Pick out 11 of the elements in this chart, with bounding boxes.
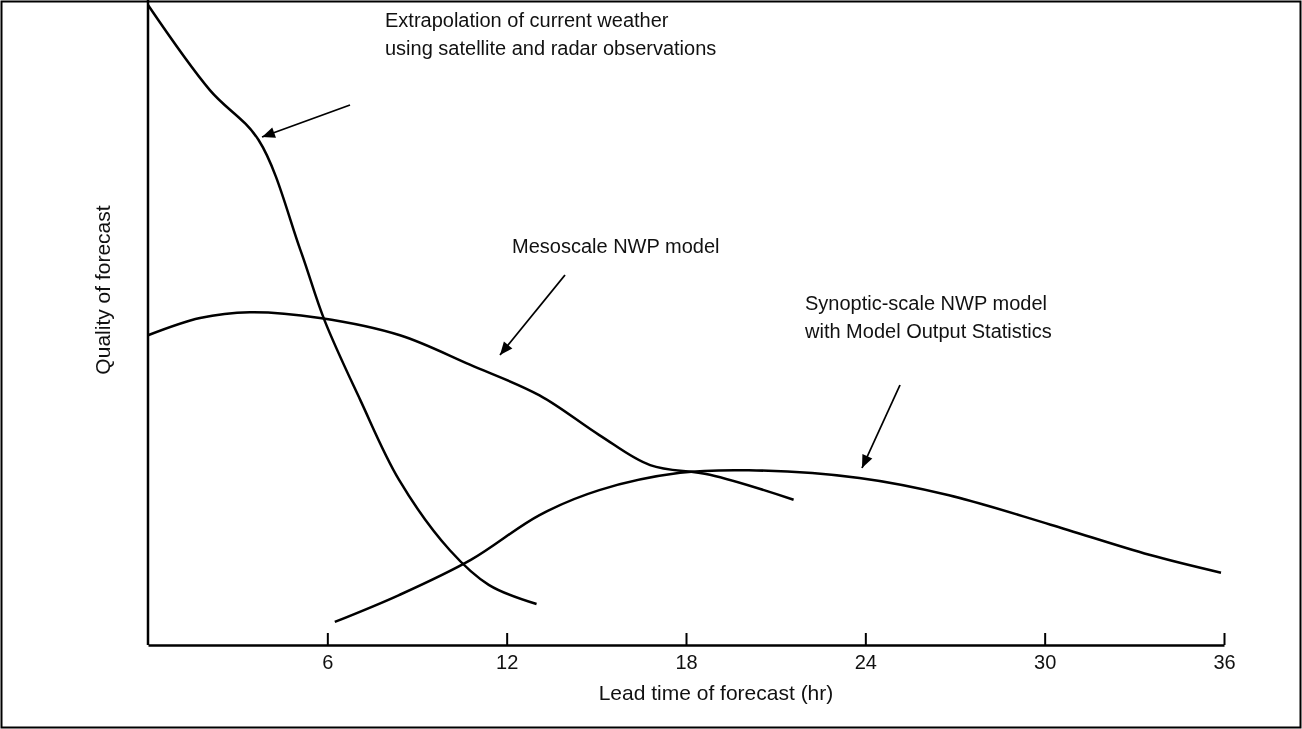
y-axis-title: Quality of forecast [91,205,114,375]
x-tick-label: 30 [1034,651,1057,674]
x-tick-label: 6 [322,651,334,674]
x-tick-label: 12 [496,651,519,674]
x-tick-label: 36 [1213,651,1236,674]
x-axis-title: Lead time of forecast (hr) [598,681,834,704]
x-tick-label: 18 [675,651,698,674]
x-tick-label: 24 [854,651,877,674]
annotation: Synoptic-scale NWP model with Model Output Statistics [804,292,1052,342]
annotation: Extrapolation of current weather using satellite and radar observations [385,9,717,59]
annotation: Mesoscale NWP model [512,235,720,257]
